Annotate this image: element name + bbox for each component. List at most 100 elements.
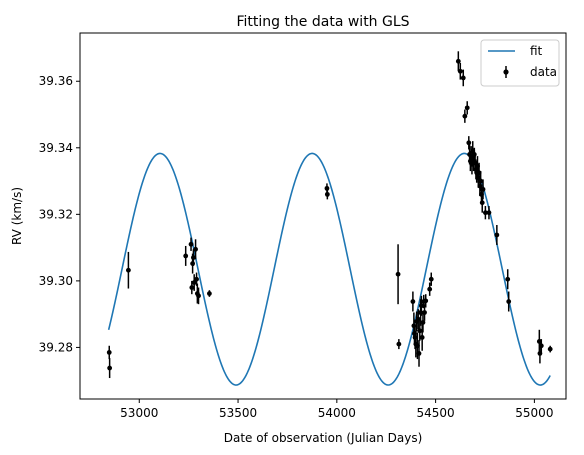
data-marker bbox=[547, 346, 553, 352]
data-point bbox=[455, 51, 461, 72]
data-marker bbox=[505, 276, 511, 282]
data-marker bbox=[494, 232, 500, 238]
data-marker bbox=[193, 246, 198, 252]
data-marker bbox=[189, 285, 195, 290]
data-point bbox=[416, 340, 422, 367]
data-marker bbox=[482, 210, 488, 216]
data-marker bbox=[538, 343, 544, 349]
x-tick-label: 55000 bbox=[515, 406, 553, 420]
data-point bbox=[464, 101, 470, 115]
data-marker bbox=[410, 299, 416, 304]
data-marker bbox=[480, 186, 486, 192]
data-marker bbox=[106, 350, 112, 355]
legend: fit data bbox=[480, 39, 560, 87]
data-marker bbox=[417, 328, 423, 334]
legend-fit-label: fit bbox=[530, 44, 543, 58]
x-tick-label: 53500 bbox=[219, 406, 257, 420]
data-point bbox=[193, 239, 198, 260]
data-marker bbox=[455, 58, 461, 64]
data-marker bbox=[324, 191, 330, 197]
data-point bbox=[547, 345, 553, 353]
x-tick-label: 54000 bbox=[318, 406, 356, 420]
x-axis-label: Date of observation (Julian Days) bbox=[224, 431, 423, 445]
y-tick-label: 39.34 bbox=[39, 141, 73, 155]
data-marker bbox=[188, 241, 194, 247]
data-point bbox=[410, 291, 416, 312]
data-point bbox=[324, 189, 330, 200]
data-point bbox=[194, 272, 199, 286]
data-point bbox=[396, 339, 402, 350]
y-tick-label: 39.36 bbox=[39, 74, 73, 88]
y-axis-label: RV (km/s) bbox=[10, 187, 24, 245]
data-marker bbox=[190, 261, 196, 266]
data-point bbox=[427, 282, 433, 296]
data-point bbox=[482, 206, 488, 220]
data-point bbox=[207, 290, 212, 297]
plot-frame bbox=[79, 32, 567, 400]
plot-area bbox=[79, 32, 567, 400]
x-tick-label: 54500 bbox=[417, 406, 455, 420]
data-point bbox=[126, 251, 131, 289]
data-point bbox=[183, 245, 189, 266]
data-marker bbox=[194, 276, 199, 282]
x-tick-label: 53000 bbox=[120, 406, 158, 420]
data-marker bbox=[196, 293, 201, 299]
data-marker bbox=[395, 271, 401, 277]
data-marker bbox=[207, 291, 212, 296]
data-point bbox=[460, 69, 466, 87]
y-tick-label: 39.30 bbox=[39, 274, 73, 288]
data-point bbox=[419, 324, 425, 351]
data-marker bbox=[462, 113, 468, 119]
data-point bbox=[188, 237, 194, 251]
data-point bbox=[418, 295, 424, 316]
legend-box bbox=[480, 39, 560, 87]
data-marker bbox=[471, 152, 477, 157]
data-point bbox=[486, 206, 492, 220]
y-axis: 39.28 39.30 39.32 39.34 39.36 bbox=[39, 74, 80, 354]
data-point bbox=[420, 312, 426, 333]
data-marker bbox=[126, 267, 131, 273]
data-marker bbox=[457, 68, 463, 74]
data-point bbox=[107, 358, 113, 379]
data-point bbox=[505, 269, 511, 290]
data-marker bbox=[506, 299, 512, 304]
legend-data-label: data bbox=[530, 65, 557, 79]
data-point bbox=[189, 280, 195, 295]
y-tick-label: 39.32 bbox=[39, 207, 73, 221]
data-point bbox=[462, 109, 468, 123]
data-marker bbox=[486, 210, 492, 216]
data-point bbox=[506, 291, 512, 312]
data-point bbox=[480, 179, 486, 200]
data-marker bbox=[416, 351, 422, 356]
data-marker bbox=[191, 280, 197, 285]
data-marker bbox=[422, 310, 427, 315]
data-marker bbox=[536, 339, 542, 344]
data-point bbox=[423, 294, 429, 308]
data-point bbox=[422, 304, 427, 321]
y-tick-label: 39.28 bbox=[39, 340, 73, 354]
data-point bbox=[457, 62, 463, 80]
data-point bbox=[494, 224, 500, 245]
data-point bbox=[191, 249, 196, 266]
data-marker bbox=[427, 286, 433, 292]
data-point bbox=[106, 345, 112, 360]
data-marker bbox=[478, 178, 484, 184]
legend-data-marker bbox=[503, 69, 509, 75]
data-point bbox=[538, 339, 544, 353]
data-marker bbox=[183, 253, 189, 259]
data-point bbox=[428, 272, 434, 286]
data-marker bbox=[466, 140, 472, 146]
data-point bbox=[191, 274, 197, 291]
x-axis: 53000 53500 54000 54500 55000 bbox=[120, 399, 553, 420]
data-marker bbox=[191, 255, 196, 260]
data-marker bbox=[420, 320, 426, 325]
data-marker bbox=[415, 316, 421, 322]
data-marker bbox=[428, 276, 434, 282]
data-marker bbox=[479, 200, 485, 206]
data-point bbox=[466, 136, 472, 150]
data-marker bbox=[107, 365, 113, 371]
data-point bbox=[395, 244, 401, 305]
data-marker bbox=[419, 335, 425, 340]
data-marker bbox=[418, 303, 424, 309]
